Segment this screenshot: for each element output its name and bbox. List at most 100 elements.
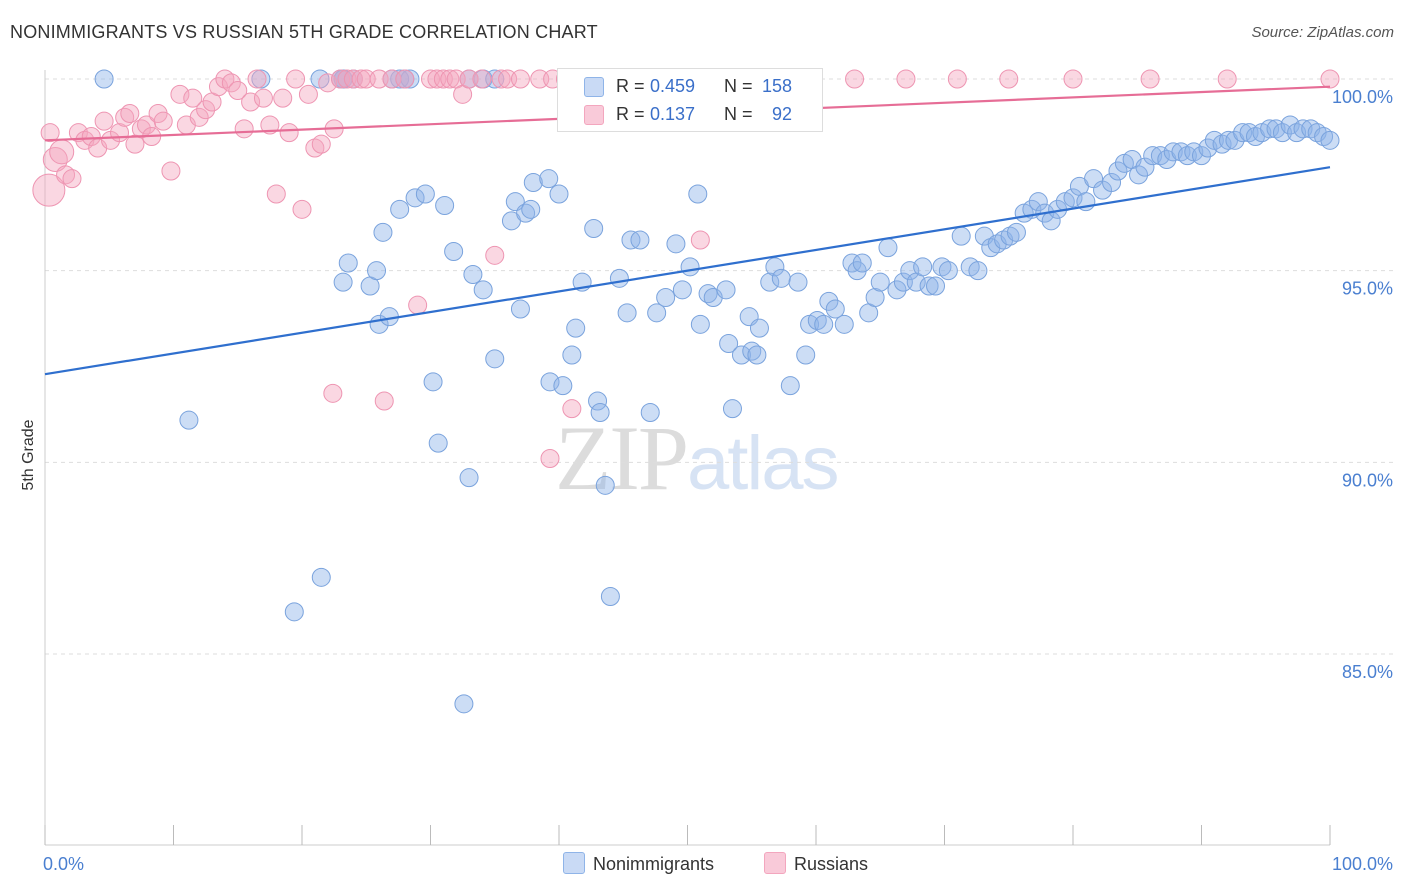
point-nonimmigrants [590,403,610,422]
point-nonimmigrants [900,261,920,281]
point-nonimmigrants [423,372,443,392]
chart-title: NONIMMIGRANTS VS RUSSIAN 5TH GRADE CORRE… [10,22,598,42]
point-russians [562,399,582,419]
legend-item-nonimmigrants[interactable]: Nonimmigrants [563,852,714,875]
point-nonimmigrants [834,314,854,334]
legend-swatch-pink [584,105,604,125]
point-nonimmigrants [338,253,358,273]
point-russians [298,84,318,104]
point-nonimmigrants [630,230,650,250]
point-nonimmigrants [680,257,700,277]
point-nonimmigrants [600,587,620,606]
point-russians [472,69,492,89]
point-russians [408,295,428,315]
point-russians [234,119,254,139]
point-russians [115,107,135,127]
point-nonimmigrants [1163,142,1183,162]
x-tick-label-max: 100.0% [1332,854,1393,874]
watermark-zip: ZIP [555,407,689,509]
point-nonimmigrants [647,303,667,323]
point-nonimmigrants [865,288,885,307]
series-legend: Nonimmigrants Russians [0,852,1406,878]
point-nonimmigrants [311,567,331,587]
point-nonimmigrants [553,376,573,396]
legend-swatch-pink [764,852,786,874]
point-russians [395,69,415,89]
legend-n-value: 158 [762,76,793,96]
point-russians [40,123,60,143]
point-nonimmigrants [595,475,615,495]
point-nonimmigrants [1280,115,1300,135]
point-russians [68,123,88,143]
point-nonimmigrants [765,257,785,277]
point-russians [1217,69,1237,89]
point-russians [170,84,190,104]
legend-n-value: 92 [772,104,793,124]
point-nonimmigrants [459,468,479,488]
legend-n-label: N = [724,76,753,96]
legend-swatch-blue [563,852,585,874]
point-russians [947,69,967,89]
point-nonimmigrants [1143,146,1163,166]
point-nonimmigrants [1102,173,1122,192]
point-nonimmigrants [444,242,464,261]
point-nonimmigrants [94,69,114,89]
point-nonimmigrants [523,173,543,192]
point-nonimmigrants [566,318,586,338]
point-nonimmigrants [951,226,971,246]
point-nonimmigrants [780,376,800,396]
point-nonimmigrants [1108,161,1128,181]
legend-label-russians: Russians [794,854,869,874]
point-nonimmigrants [1028,192,1048,212]
point-nonimmigrants [333,272,353,292]
point-russians [896,69,916,89]
point-nonimmigrants [435,196,455,215]
point-nonimmigrants [870,272,890,292]
stats-legend: R = 0.459 N = 158 R = 0.137 N = 92 [557,68,823,132]
point-nonimmigrants [373,222,393,242]
point-nonimmigrants [749,318,769,338]
point-nonimmigrants [719,334,739,353]
y-tick-label: 100.0% [1332,87,1393,107]
point-russians [42,147,68,172]
trend-line-nonimmigrants [44,166,1331,376]
point-nonimmigrants [672,280,692,300]
point-nonimmigrants [588,391,608,411]
point-russians [440,69,460,89]
point-nonimmigrants [1135,157,1155,177]
legend-label-nonimmigrants: Nonimmigrants [593,854,715,874]
point-russians [510,69,530,89]
point-nonimmigrants [688,184,708,204]
point-russians [485,245,505,265]
point-nonimmigrants [887,280,907,300]
point-nonimmigrants [405,188,425,208]
axes [44,70,1331,846]
point-nonimmigrants [1272,123,1292,143]
point-nonimmigrants [968,261,988,281]
point-russians [337,69,357,89]
point-nonimmigrants [1260,119,1280,139]
point-nonimmigrants [390,69,410,89]
point-nonimmigrants [473,280,493,300]
point-nonimmigrants [819,291,839,311]
legend-item-russians[interactable]: Russians [764,852,868,875]
point-nonimmigrants [284,602,304,622]
point-russians [1063,69,1083,89]
point-russians [491,69,511,89]
point-russians [845,69,865,89]
axis-labels: 85.0% 90.0% 95.0% 100.0% 0.0% 100.0% 5th Grade [20,87,1393,874]
point-nonimmigrants [878,238,898,258]
legend-swatch-blue [584,77,604,97]
point-russians [153,111,173,131]
legend-r-label: R = [616,104,645,124]
point-nonimmigrants [913,257,933,277]
point-russians [189,107,209,127]
point-nonimmigrants [1129,165,1149,185]
legend-n-label: N = [724,104,753,124]
point-nonimmigrants [390,199,410,219]
point-nonimmigrants [852,253,872,273]
legend-r-label: R = [616,76,645,96]
point-nonimmigrants [516,203,536,223]
point-nonimmigrants [788,272,808,292]
series-nonimmigrants [94,69,1340,714]
